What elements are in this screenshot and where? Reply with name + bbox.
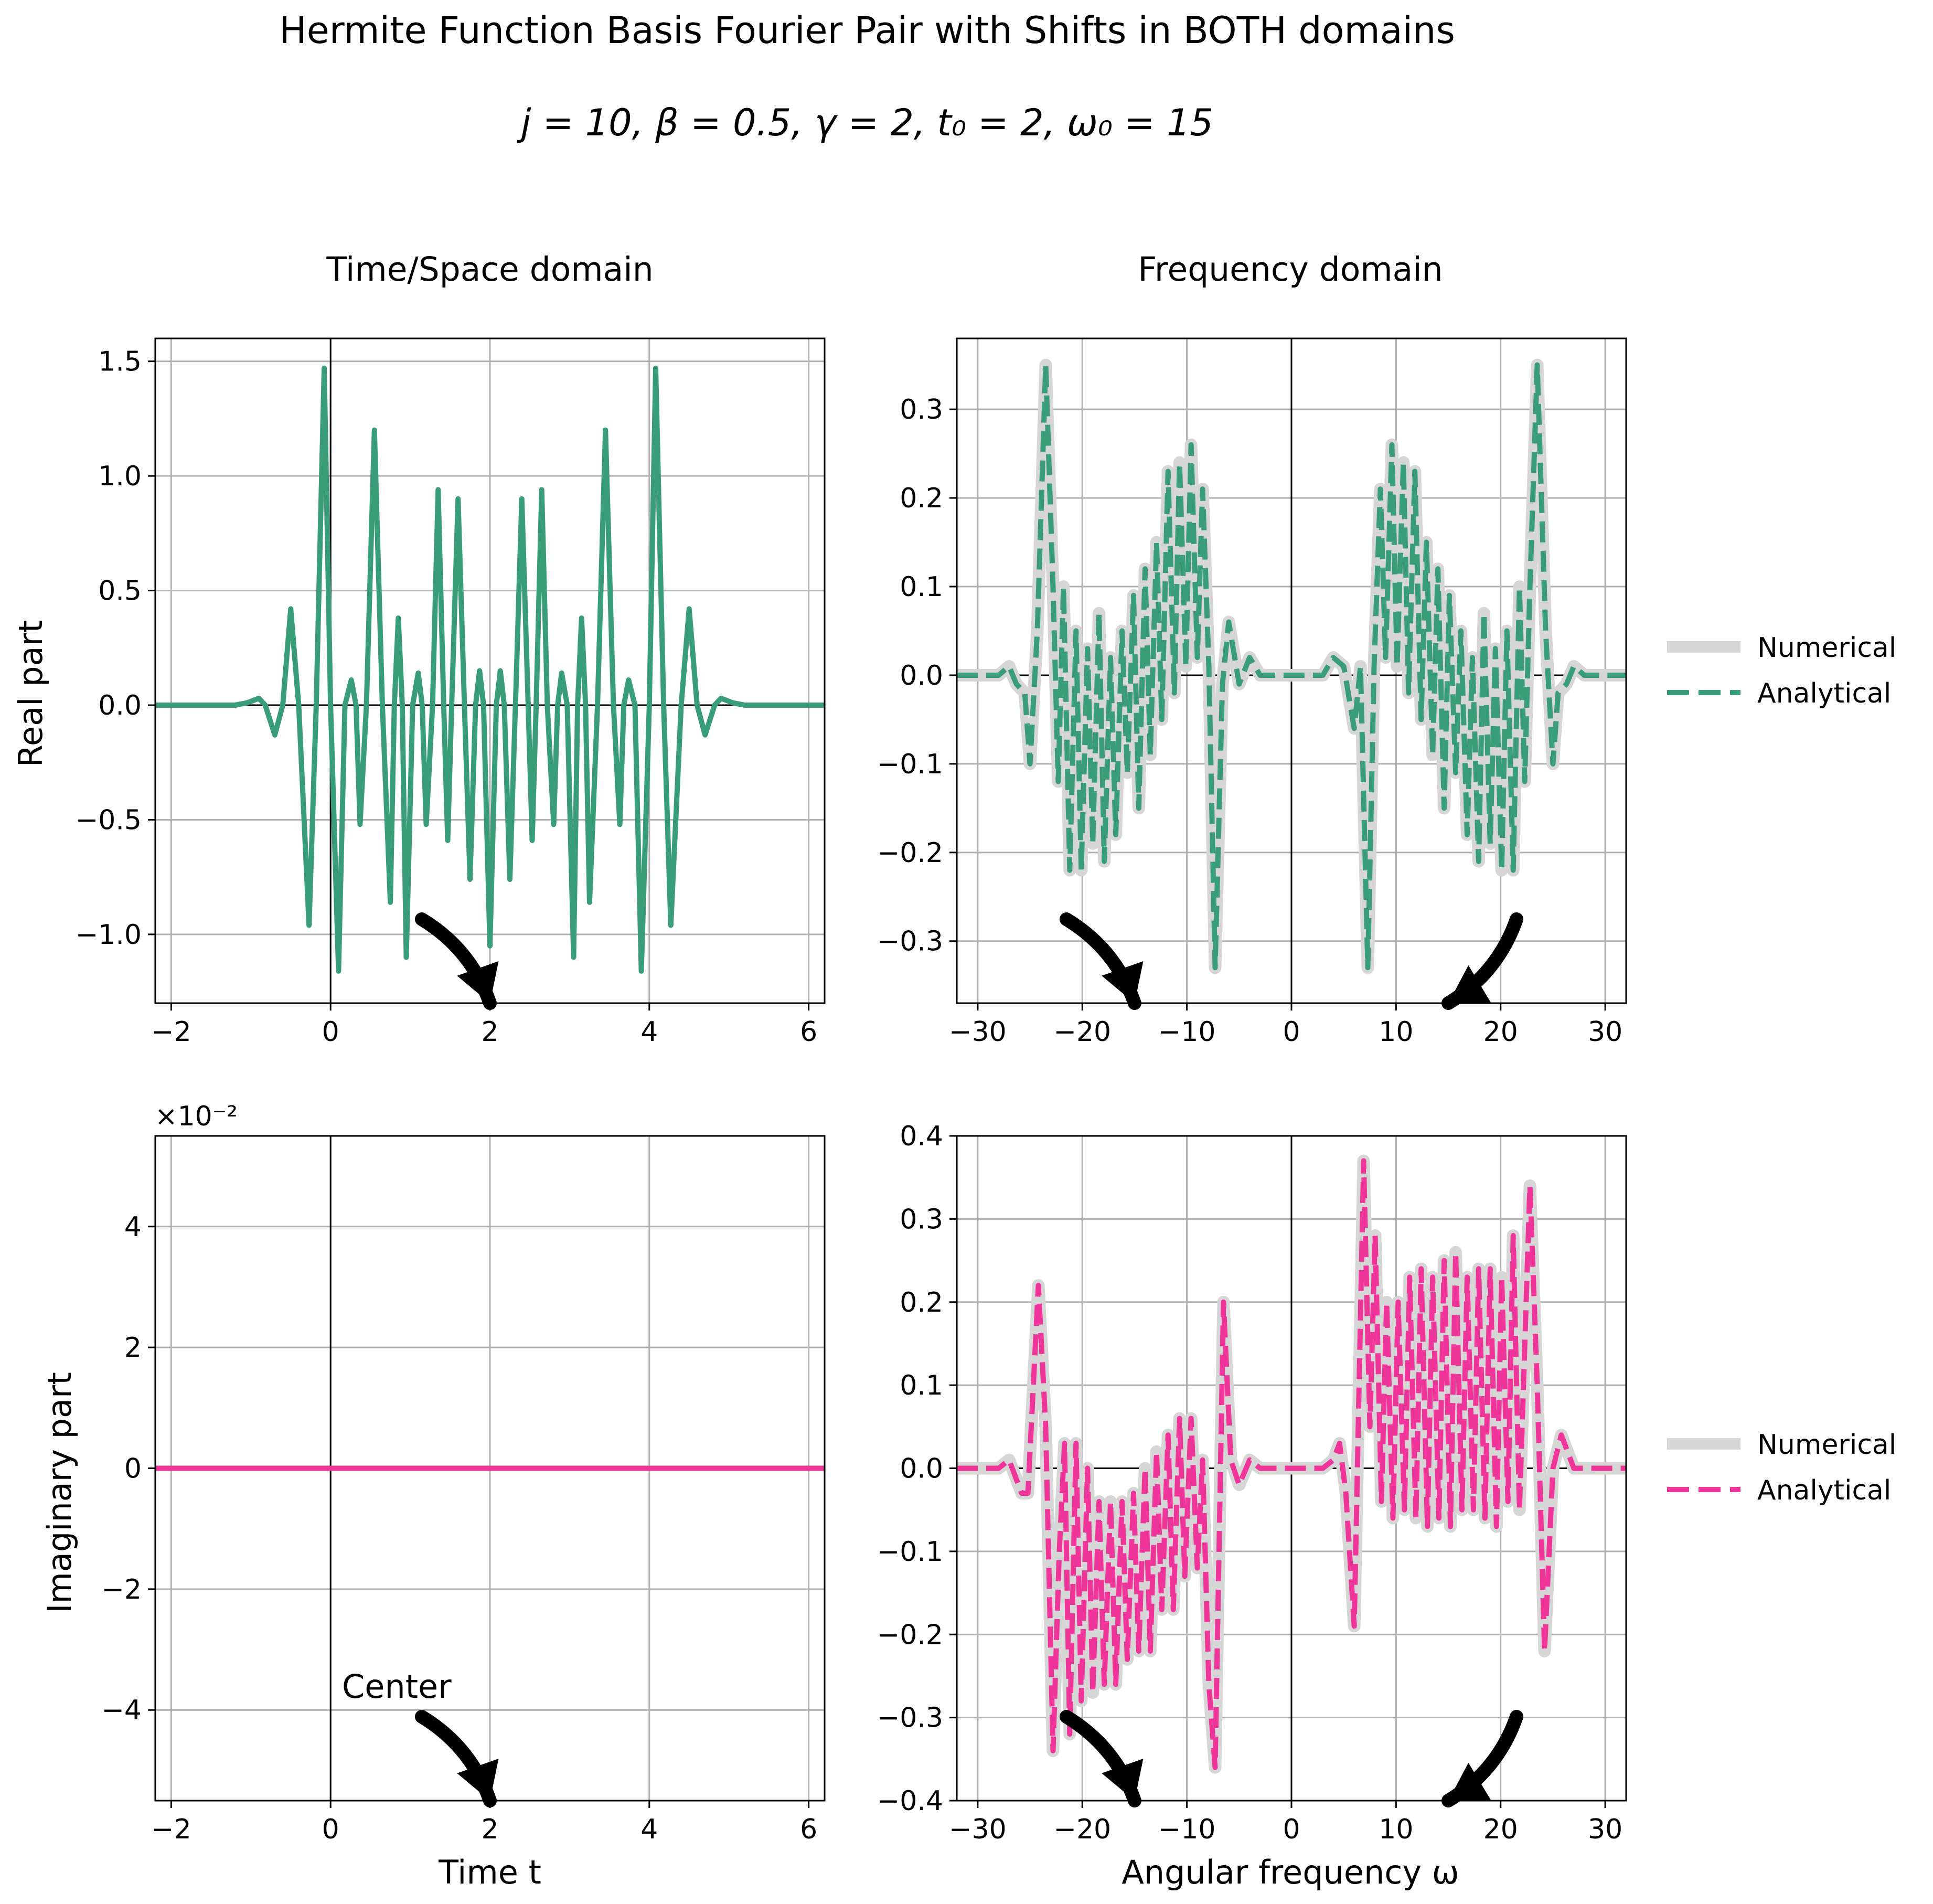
- x-tick-label: 10: [1379, 1016, 1413, 1048]
- legend-imag: Numerical Analytical: [1667, 1429, 1896, 1506]
- sci-offset: ×10⁻²: [155, 1101, 238, 1132]
- x-tick-label: −30: [949, 1814, 1007, 1845]
- legend-analytical-label: Analytical: [1757, 1475, 1891, 1506]
- y-tick-label: −0.4: [877, 1785, 943, 1817]
- x-tick-label: 20: [1483, 1016, 1518, 1048]
- x-tick-label: −20: [1053, 1814, 1111, 1845]
- legend-numerical-label: Numerical: [1757, 1429, 1896, 1461]
- x-tick-label: −2: [151, 1814, 191, 1845]
- figure-title: Hermite Function Basis Fourier Pair with…: [279, 9, 1455, 52]
- x-tick-label: 4: [640, 1016, 658, 1048]
- y-tick-label: −0.3: [877, 926, 943, 958]
- y-tick-label: 0.0: [900, 660, 943, 692]
- y-tick-label: 0.0: [98, 690, 142, 721]
- time-real-axes: −2 0 2 4 6 −1.0 −0.5 0.0 0.5 1.0 1.5: [76, 337, 826, 1048]
- freq-imag-axes: −30 −20 −10 0 10 20 30 −0.4 −0.3 −0.2 −0.1 0.0 0.1 0.…: [877, 1121, 1627, 1845]
- y-tick-label: 2: [124, 1332, 142, 1364]
- x-tick-label: 20: [1483, 1814, 1518, 1845]
- y-tick-label: −1.0: [76, 919, 142, 951]
- x-tick-label: −20: [1053, 1016, 1111, 1048]
- x-tick-label: 4: [640, 1814, 658, 1845]
- x-tick-label: 0: [1283, 1016, 1300, 1048]
- legend-analytical-label: Analytical: [1757, 678, 1891, 709]
- y-tick-label: −0.2: [877, 837, 943, 869]
- analytical-series-line: [957, 1158, 1626, 1770]
- legend-real: Numerical Analytical: [1667, 632, 1896, 709]
- center-annotation: Center: [342, 1667, 452, 1706]
- y-tick-label: 0: [124, 1453, 142, 1485]
- x-tick-label: 0: [322, 1814, 339, 1845]
- y-tick-label: 0.2: [900, 483, 943, 514]
- time-imag-axes: −2 0 2 4 6 −4 −2 0 2 4: [101, 1135, 826, 1845]
- y-tick-label: −0.3: [877, 1703, 943, 1734]
- y-tick-label: 0.3: [900, 394, 943, 426]
- x-tick-label: 2: [481, 1016, 498, 1048]
- y-tick-label: 0.3: [900, 1204, 943, 1235]
- x-tick-label: 0: [322, 1016, 339, 1048]
- xlabel-time: Time t: [438, 1853, 541, 1891]
- x-tick-label: 30: [1588, 1016, 1622, 1048]
- center-arrow-head: [1448, 965, 1491, 1003]
- column-title-time: Time/Space domain: [326, 250, 653, 289]
- y-tick-label: −0.5: [76, 804, 142, 836]
- ylabel-imag: Imaginary part: [40, 1372, 79, 1613]
- series-line: [155, 365, 825, 974]
- x-tick-label: 6: [800, 1814, 817, 1845]
- x-tick-label: 2: [481, 1814, 498, 1845]
- y-tick-label: 0.1: [900, 571, 943, 603]
- y-tick-label: −2: [101, 1574, 142, 1605]
- freq-real-axes: −30 −20 −10 0 10 20 30 −0.3 −0.2 −0.1 0.0 0.1 0.2 0.3: [877, 337, 1627, 1048]
- center-arrow-head: [1102, 1759, 1144, 1801]
- y-tick-label: 4: [124, 1211, 142, 1243]
- xlabel-frequency: Angular frequency ω: [1122, 1853, 1459, 1891]
- x-tick-label: −10: [1158, 1814, 1216, 1845]
- x-tick-label: −10: [1158, 1016, 1216, 1048]
- y-tick-label: −0.2: [877, 1619, 943, 1651]
- y-tick-label: 0.2: [900, 1287, 943, 1318]
- x-tick-label: 10: [1379, 1814, 1413, 1845]
- x-tick-label: 6: [800, 1016, 817, 1048]
- x-tick-label: −30: [949, 1016, 1007, 1048]
- center-arrow-head: [1448, 1762, 1491, 1801]
- y-tick-label: 0.0: [900, 1453, 943, 1485]
- x-tick-label: 0: [1283, 1814, 1300, 1845]
- y-tick-label: −4: [101, 1695, 142, 1726]
- center-arrow-head: [457, 961, 499, 1003]
- y-tick-label: 1.5: [98, 346, 142, 378]
- legend-numerical-label: Numerical: [1757, 632, 1896, 664]
- center-arrow-head: [457, 1759, 499, 1801]
- column-title-frequency: Frequency domain: [1138, 250, 1443, 289]
- y-tick-label: 0.4: [900, 1121, 943, 1152]
- figure-subtitle: j = 10, β = 0.5, γ = 2, t₀ = 2, ω₀ = 15: [517, 101, 1213, 144]
- y-tick-label: 1.0: [98, 461, 142, 492]
- y-tick-label: −0.1: [877, 1536, 943, 1568]
- analytical-series-line: [957, 362, 1626, 971]
- y-tick-label: 0.5: [98, 576, 142, 607]
- y-tick-label: −0.1: [877, 749, 943, 780]
- x-tick-label: 30: [1588, 1814, 1622, 1845]
- center-arrow-head: [1102, 961, 1144, 1003]
- y-tick-label: 0.1: [900, 1370, 943, 1401]
- x-tick-label: −2: [151, 1016, 191, 1048]
- ylabel-real: Real part: [12, 620, 50, 768]
